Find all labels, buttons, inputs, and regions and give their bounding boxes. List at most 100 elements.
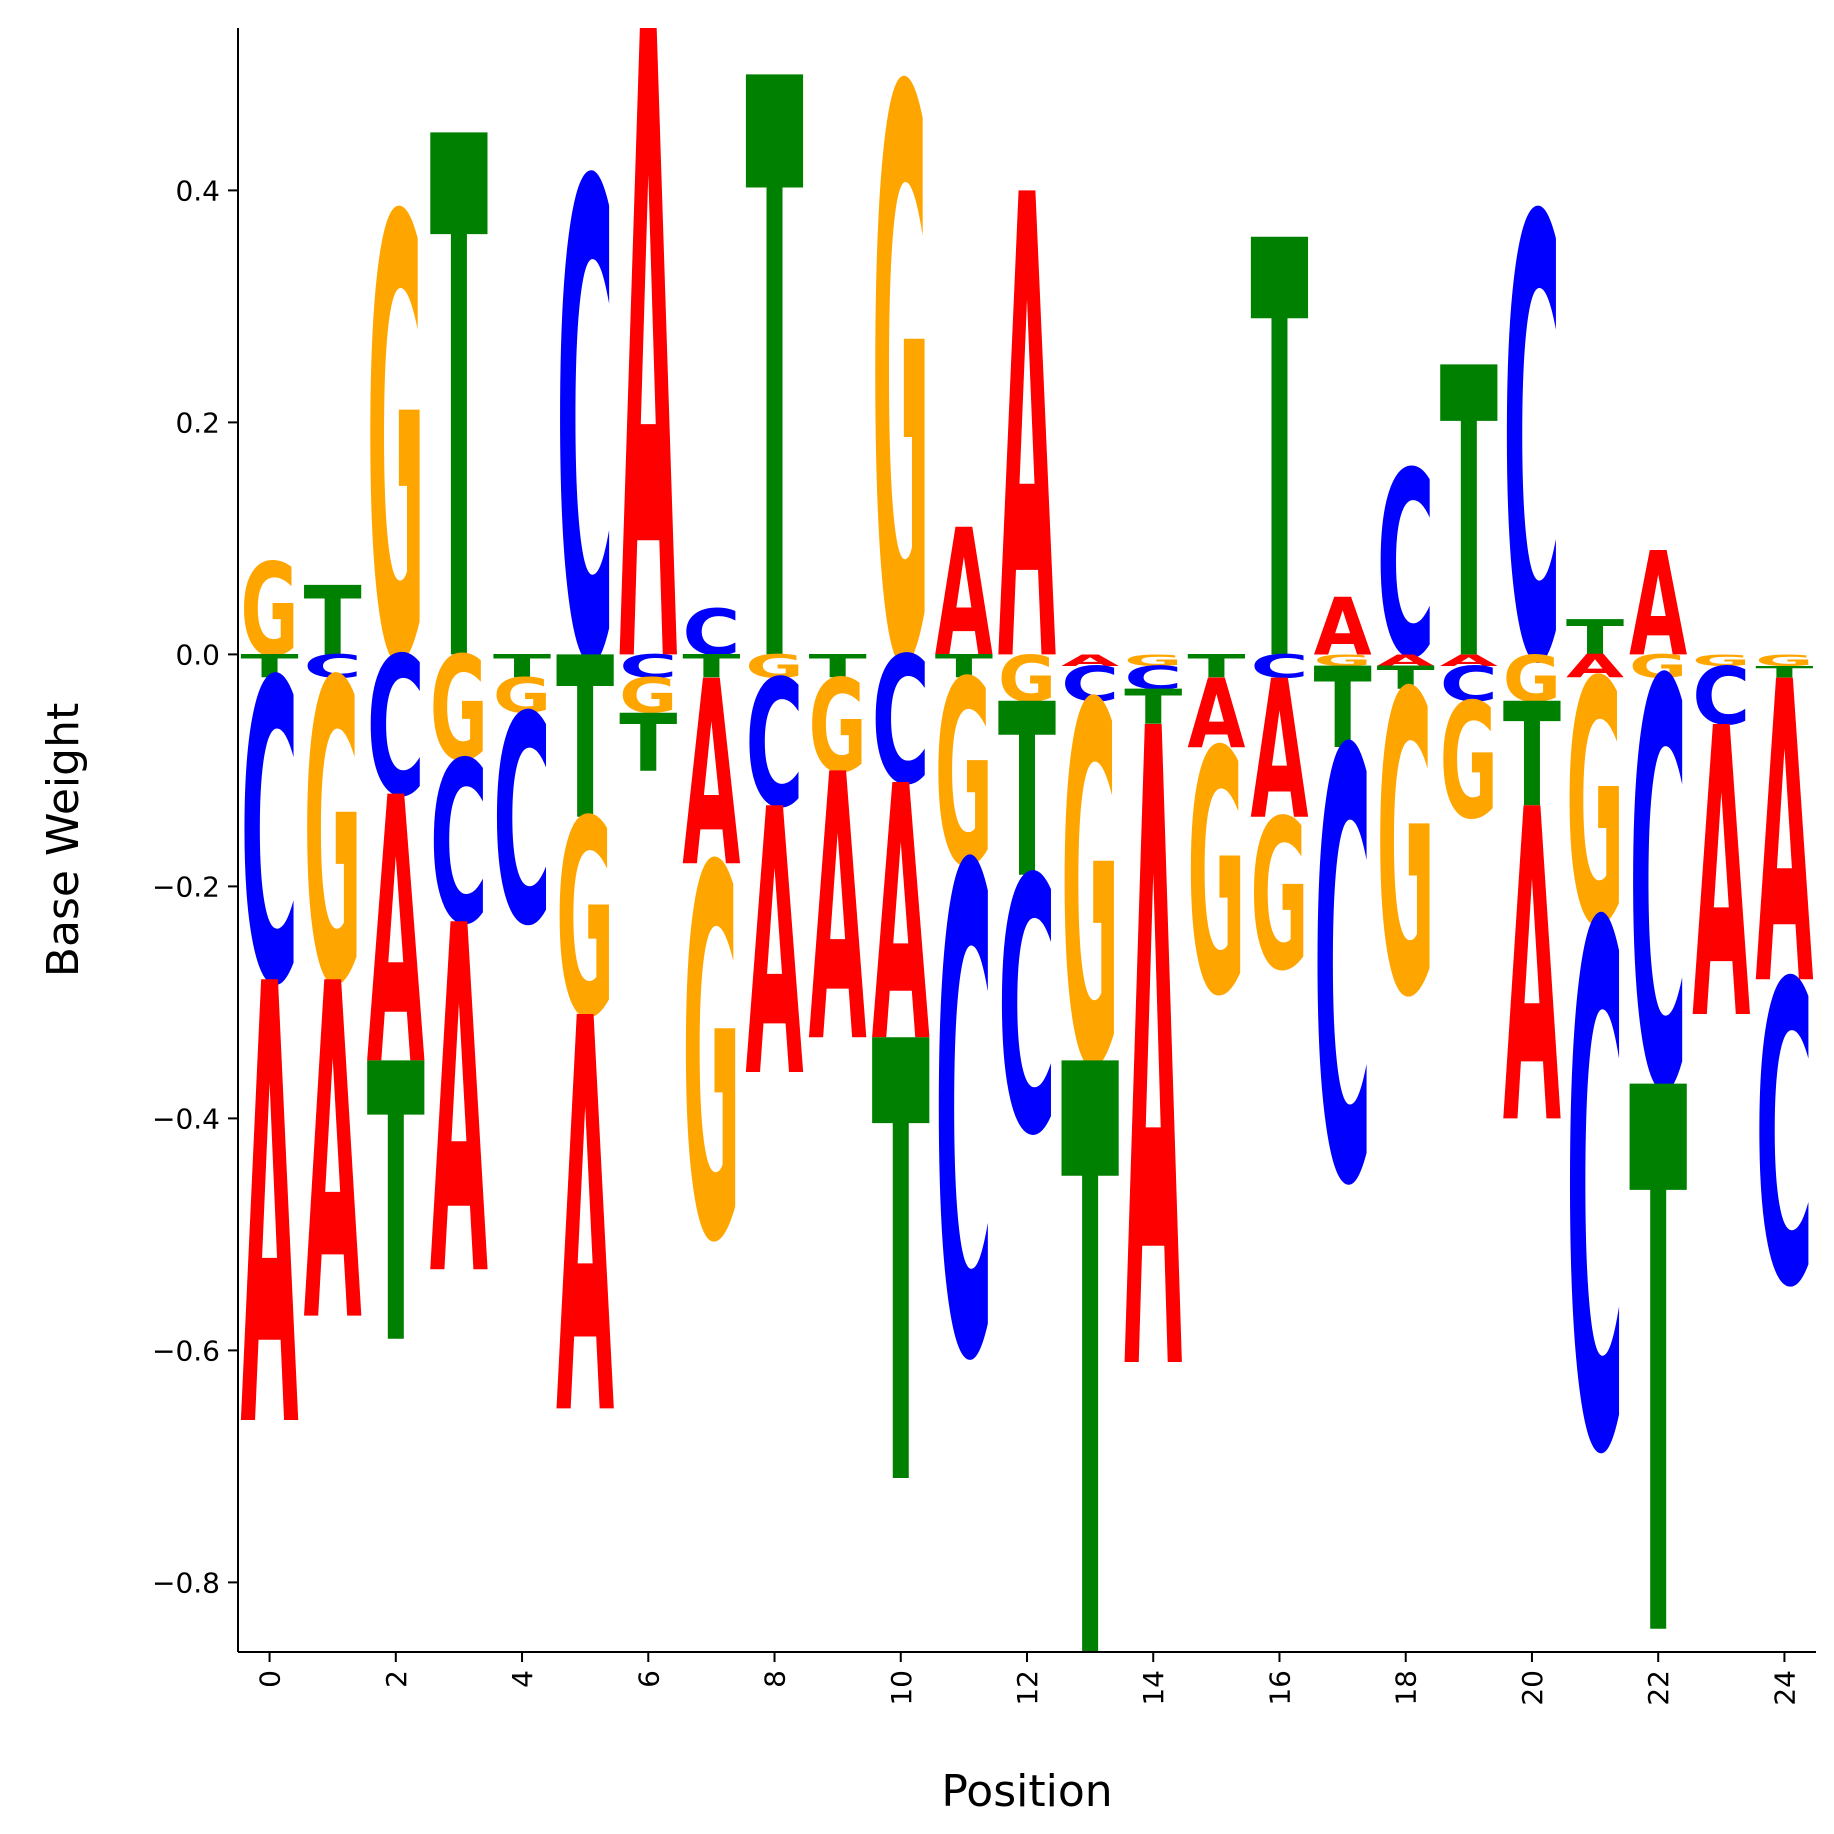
logo-glyph-t: T: [1755, 663, 1813, 681]
logo-glyph-g: G: [1377, 607, 1435, 1088]
x-tick-label: 10: [885, 1670, 918, 1706]
y-tick-label: −0.6: [152, 1334, 220, 1367]
logo-glyph-t: T: [304, 567, 362, 678]
logo-glyph-g: G: [1061, 604, 1119, 1178]
logo-glyph-c: C: [304, 649, 362, 686]
y-tick-label: 0.4: [175, 174, 220, 207]
x-ticks: 0 2 4 6 8 10 12 14 16 18 20 22 24: [254, 1652, 1801, 1706]
logo-glyph-g: G: [745, 648, 803, 685]
logo-glyph-g: G: [1755, 651, 1813, 670]
logo-glyph-c: C: [1503, 93, 1561, 797]
logo-glyph-c: C: [1314, 631, 1372, 1316]
logo-glyph-t: T: [745, 0, 804, 843]
logo-glyph-a: A: [872, 712, 930, 1120]
logo-glyph-c: C: [367, 617, 425, 839]
logo-glyph-t: T: [367, 985, 426, 1429]
x-tick-label: 2: [380, 1670, 413, 1688]
logo-glyph-c: C: [682, 595, 740, 669]
logo-glyph-a: A: [1377, 651, 1435, 669]
y-axis-title: Base Weight: [38, 703, 89, 977]
logo-glyph-a: A: [430, 826, 489, 1382]
x-axis-title: Position: [941, 1766, 1112, 1817]
logo-glyph-g: G: [367, 93, 425, 798]
x-tick-label: 18: [1390, 1670, 1423, 1706]
logo-glyph-g: G: [556, 762, 614, 1078]
x-tick-label: 22: [1642, 1670, 1675, 1706]
logo-glyph-c: C: [1755, 899, 1813, 1380]
logo-glyph-t: T: [1440, 285, 1499, 748]
y-ticks: −0.8 −0.6 −0.4 −0.2 0.0 0.2 0.4: [152, 174, 238, 1599]
logo-glyph-t: T: [809, 648, 867, 685]
logo-glyph-t: T: [872, 916, 931, 1620]
logo-glyph-g: G: [430, 626, 488, 793]
logo-glyphs: GTCATCGAGCATTGCATGCCTGAACGTCTAGTGCATGAGC…: [241, 0, 1814, 1834]
logo-glyph-g: G: [1250, 778, 1308, 1018]
logo-glyph-g: G: [241, 537, 299, 685]
logo-glyph-a: A: [1440, 651, 1498, 669]
y-tick-label: −0.4: [152, 1102, 220, 1135]
logo-glyph-c: C: [619, 649, 677, 686]
logo-glyph-a: A: [1250, 640, 1308, 862]
logo-glyph-c: C: [430, 716, 488, 975]
logo-glyph-g: G: [1187, 681, 1245, 1070]
x-tick-label: 16: [1263, 1670, 1296, 1706]
logo-glyph-a: A: [1503, 720, 1562, 1220]
logo-glyph-t: T: [241, 648, 299, 685]
y-tick-label: 0.0: [175, 638, 220, 671]
logo-glyph-t: T: [1377, 660, 1435, 697]
logo-glyph-a: A: [556, 908, 615, 1537]
x-tick-label: 6: [632, 1670, 665, 1688]
x-tick-label: 0: [254, 1670, 287, 1688]
x-tick-label: 14: [1137, 1670, 1170, 1706]
logo-glyph-g: G: [493, 669, 551, 724]
logo-glyph-a: A: [1061, 651, 1119, 669]
logo-glyph-a: A: [1692, 644, 1751, 1108]
logo-glyph-g: G: [872, 0, 930, 839]
logo-glyph-c: C: [1692, 650, 1750, 743]
logo-glyph-c: C: [998, 804, 1056, 1212]
logo-glyph-g: G: [809, 653, 867, 801]
logo-glyph-c: C: [241, 597, 299, 1078]
y-tick-label: 0.2: [175, 406, 220, 439]
logo-glyph-a: A: [998, 63, 1057, 805]
logo-glyph-c: C: [1250, 649, 1308, 686]
logo-glyph-g: G: [1503, 642, 1561, 716]
x-tick-label: 12: [1011, 1670, 1044, 1706]
logo-glyph-a: A: [745, 734, 804, 1159]
logo-glyph-a: A: [1187, 659, 1246, 770]
logo-glyph-g: G: [998, 642, 1056, 716]
logo-glyph-a: A: [682, 629, 740, 925]
logo-glyph-c: C: [935, 731, 993, 1509]
logo-glyph-c: C: [1440, 657, 1498, 713]
logo-glyph-a: A: [1124, 550, 1183, 1569]
logo-glyph-t: T: [682, 648, 740, 685]
logo-glyph-a: A: [809, 699, 868, 1124]
logo-glyph-t: T: [493, 648, 551, 685]
logo-glyph-t: T: [1250, 123, 1309, 790]
logo-glyph-t: T: [998, 655, 1056, 932]
logo-glyph-c: C: [1377, 419, 1435, 715]
x-tick-label: 20: [1516, 1670, 1549, 1706]
logo-glyph-c: C: [493, 655, 551, 989]
logo-glyph-c: C: [745, 644, 803, 848]
logo-glyph-a: A: [304, 887, 363, 1424]
logo-glyph-t: T: [935, 648, 993, 685]
x-tick-label: 4: [506, 1670, 539, 1688]
y-tick-label: −0.8: [152, 1566, 220, 1599]
logo-glyph-g: G: [1566, 611, 1624, 1000]
logo-glyph-a: A: [935, 492, 993, 696]
logo-glyph-g: G: [1629, 648, 1687, 685]
x-tick-label: 24: [1768, 1670, 1801, 1706]
logo-glyph-a: A: [1629, 522, 1687, 689]
x-tick-label: 8: [759, 1670, 792, 1688]
logo-glyph-g: G: [304, 596, 362, 1077]
logo-glyph-a: A: [619, 0, 678, 857]
logo-glyph-a: A: [367, 722, 426, 1147]
logo-glyph-t: T: [1314, 645, 1372, 774]
logo-glyph-g: G: [1124, 651, 1182, 670]
logo-glyph-t: T: [1503, 673, 1561, 840]
logo-glyph-a: A: [241, 859, 300, 1564]
logo-glyph-t: T: [1061, 900, 1120, 1834]
logo-glyph-t: T: [1566, 611, 1624, 666]
